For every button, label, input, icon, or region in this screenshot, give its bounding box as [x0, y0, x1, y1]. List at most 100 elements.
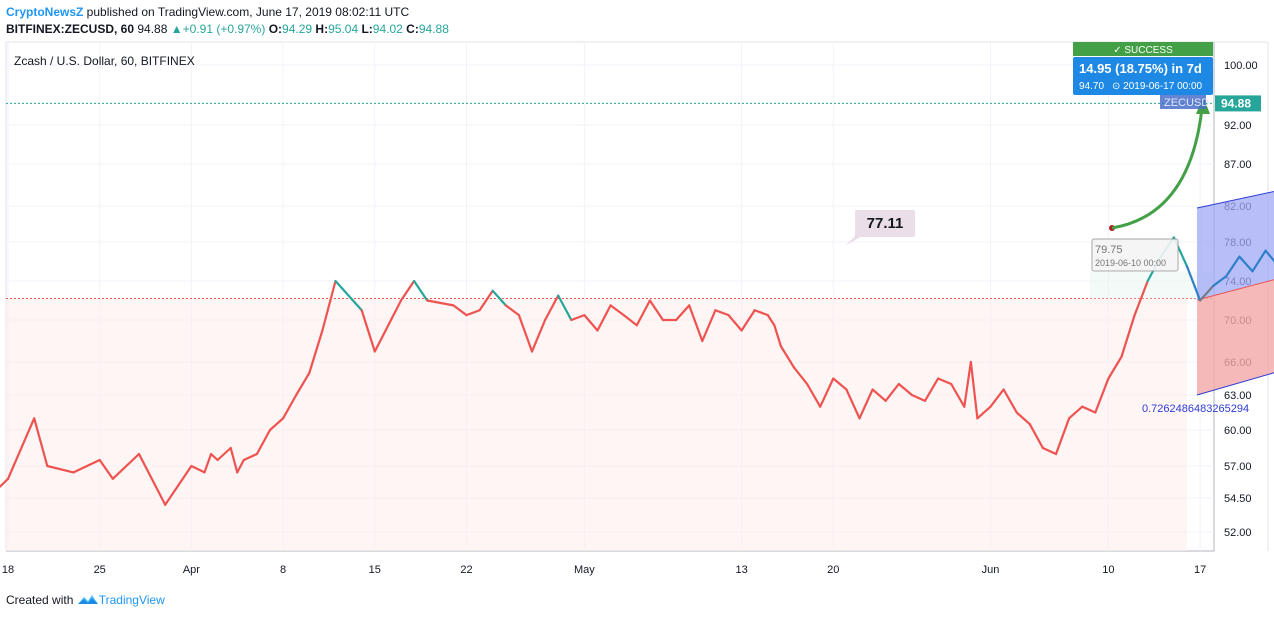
price-segment — [543, 294, 560, 322]
price-segment — [570, 314, 586, 322]
price-segment — [426, 299, 455, 307]
price-segment — [792, 366, 809, 386]
price-segment — [976, 405, 992, 420]
author-link[interactable]: CryptoNewsZ — [6, 5, 84, 19]
price-segment — [308, 329, 324, 375]
price-segment — [963, 360, 972, 408]
low-label: L: — [361, 22, 373, 36]
price-segment — [236, 458, 245, 474]
price-segment — [635, 299, 652, 327]
price-segment — [1107, 355, 1123, 380]
price-segment — [209, 452, 219, 462]
close-value: 94.88 — [418, 22, 449, 36]
price-segment — [360, 309, 376, 353]
price-segment — [727, 314, 743, 332]
result-box — [1073, 57, 1213, 95]
tradingview-brand[interactable]: TradingView — [98, 593, 165, 607]
symbol-tag — [1160, 95, 1206, 109]
price-segment — [399, 279, 416, 302]
x-tick-label: 25 — [94, 564, 106, 576]
result-price: 94.70 — [1079, 81, 1104, 92]
callout-77-pointer — [845, 236, 862, 246]
price-segment — [1002, 388, 1018, 414]
price-segment — [1054, 417, 1071, 456]
price-segment — [321, 279, 337, 332]
ohlc-legend: BITFINEX:ZECUSD, 60 94.88 ▲+0.91 (+0.97%… — [6, 21, 449, 37]
price-segment — [504, 304, 521, 317]
forecast-arrow-path — [1111, 107, 1204, 230]
x-tick-label: 22 — [460, 564, 472, 576]
high-value: 95.04 — [328, 22, 359, 36]
price-segment — [897, 382, 914, 397]
price-segment — [1264, 249, 1274, 263]
price-segment — [530, 318, 547, 353]
price-segment — [0, 477, 10, 489]
price-segment — [753, 309, 769, 317]
y-tick-label: 54.50 — [1224, 493, 1252, 505]
chart-title: Zcash / U.S. Dollar, 60, BITFINEX — [14, 54, 195, 68]
up-arrow-icon: ▲ — [170, 22, 183, 36]
y-tick-label: 92.00 — [1224, 120, 1252, 132]
price-segment — [648, 299, 665, 322]
channel-lower-fill — [1197, 279, 1274, 395]
forecast-start-box — [1091, 238, 1179, 272]
forecast-result: ✓ SUCCESS 14.95 (18.75%) in 7d 94.70 ⊙ 2019… — [1073, 42, 1213, 95]
baseline-fill — [6, 298, 1187, 551]
price-segment — [1067, 405, 1084, 420]
price-segment — [714, 309, 730, 317]
price-segment — [923, 377, 940, 402]
price-segment — [1094, 377, 1110, 414]
price-segment — [845, 388, 861, 420]
price-segment — [596, 304, 612, 332]
price-segment — [989, 388, 1005, 408]
price-segment — [1041, 446, 1058, 456]
price-segment — [334, 279, 363, 312]
low-value: 94.02 — [372, 22, 403, 36]
y-tick-label: 87.00 — [1224, 159, 1252, 171]
price-segment — [832, 377, 848, 391]
channel-upper-fill — [1197, 191, 1274, 300]
callout-77-label: 77.11 — [867, 215, 904, 232]
price-segment — [910, 393, 927, 402]
callout-77-box — [855, 210, 915, 237]
price-segment — [688, 304, 704, 343]
price-segment — [1185, 265, 1202, 302]
change-value: +0.91 (+0.97%) — [182, 22, 266, 36]
price-segment — [229, 446, 239, 474]
price-segment — [255, 428, 272, 456]
created-with-text: Created with — [6, 593, 74, 607]
price-segment — [1081, 405, 1097, 414]
price-segment — [779, 345, 796, 369]
price-segment — [609, 304, 625, 317]
price-segment — [557, 294, 573, 322]
price-segment — [1251, 249, 1267, 273]
open-label: O: — [268, 22, 283, 36]
footer: Created with TradingView — [6, 592, 165, 610]
x-tick-label: 10 — [1102, 564, 1114, 576]
price-segment — [1225, 255, 1241, 278]
y-tick-label: 52.00 — [1224, 527, 1252, 539]
price-segment — [773, 324, 783, 348]
result-date: ⊙ 2019-06-17 00:00 — [1112, 81, 1203, 92]
price-segment — [295, 371, 311, 397]
forecast-start-label: 79.75 2019-06-10 00:00 — [1091, 238, 1179, 272]
price-segment — [465, 309, 481, 317]
price-segment — [98, 458, 114, 480]
price-segment — [805, 382, 822, 408]
price-segment — [819, 377, 835, 408]
x-tick-label: 20 — [827, 564, 839, 576]
price-segment — [1212, 275, 1228, 287]
symbol-tag-label: ZECUSD — [1164, 97, 1209, 109]
success-badge — [1073, 42, 1213, 56]
price-segment — [674, 304, 691, 322]
forecast-start-date: 2019-06-10 00:00 — [1095, 258, 1166, 268]
price-segment — [242, 452, 258, 462]
price-segment — [1015, 411, 1031, 426]
close-label: C: — [406, 22, 419, 36]
y-tick-label: 60.00 — [1224, 425, 1252, 437]
callout-77: 77.11 — [845, 210, 915, 246]
price-segment — [164, 464, 193, 506]
high-label: H: — [315, 22, 329, 36]
tradingview-logo-icon — [77, 593, 99, 610]
